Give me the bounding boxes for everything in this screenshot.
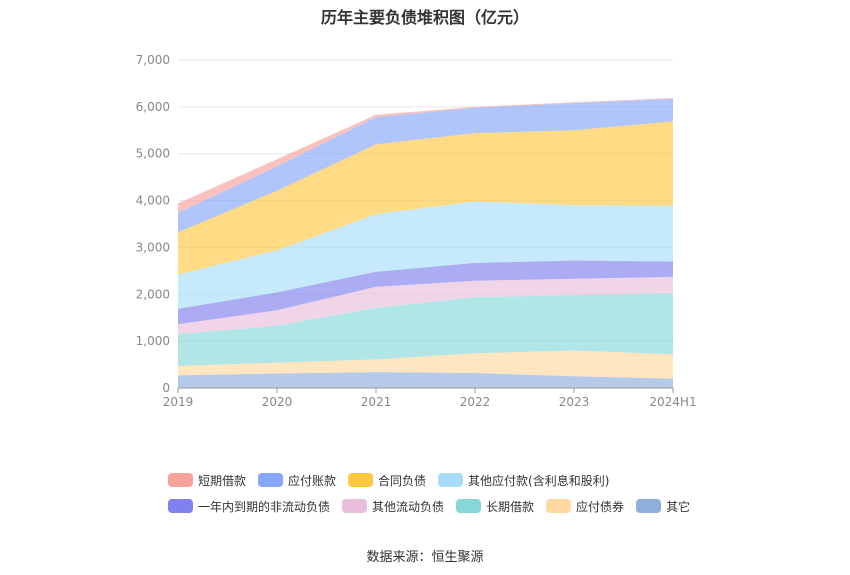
legend-label: 一年内到期的非流动负债 — [198, 499, 331, 514]
chart-title: 历年主要负债堆积图（亿元） — [320, 8, 529, 27]
y-tick-label: 4,000 — [136, 194, 170, 208]
area-series — [178, 121, 673, 275]
x-tick-label: 2022 — [460, 395, 491, 409]
x-tick-label: 2019 — [163, 395, 194, 409]
legend-label: 其他流动负债 — [372, 499, 445, 514]
chart-legend: 短期借款 应付账款 合同负债 其他应付款(含利息和股利) 一年内到期的非流动负债 其他流… — [168, 472, 728, 524]
legend-row: 一年内到期的非流动负债 其他流动负债 长期借款 应付债券 其它 — [168, 498, 728, 514]
legend-swatch — [168, 499, 193, 513]
legend-swatch — [348, 473, 374, 487]
x-tick-label: 2023 — [559, 395, 590, 409]
y-tick-label: 5,000 — [136, 147, 170, 161]
legend-row: 短期借款 应付账款 合同负债 其他应付款(含利息和股利) — [168, 472, 728, 488]
legend-swatch — [546, 499, 572, 513]
legend-item[interactable]: 其它 — [636, 498, 690, 515]
area-series — [178, 98, 673, 233]
legend-label: 长期借款 — [486, 499, 535, 514]
legend-label: 应付债券 — [576, 499, 625, 514]
legend-item[interactable]: 应付账款 — [258, 472, 336, 489]
legend-item[interactable]: 其他流动负债 — [342, 498, 444, 515]
y-tick-label: 0 — [162, 381, 170, 395]
legend-swatch — [342, 499, 368, 513]
area-series — [178, 350, 673, 379]
y-tick-label: 6,000 — [136, 100, 170, 114]
legend-item[interactable]: 其他应付款(含利息和股利) — [438, 472, 609, 489]
x-tick-label: 2020 — [262, 395, 293, 409]
y-tick-label: 2,000 — [136, 287, 170, 301]
legend-item[interactable]: 短期借款 — [168, 472, 246, 489]
area-series — [178, 201, 673, 309]
x-tick-label: 2024H1 — [649, 395, 696, 409]
legend-label: 短期借款 — [198, 473, 247, 488]
x-tick-label: 2021 — [361, 395, 392, 409]
legend-item[interactable]: 一年内到期的非流动负债 — [168, 498, 330, 515]
legend-swatch — [438, 473, 464, 487]
area-series — [178, 276, 673, 335]
stacked-area-chart: 0 1,000 2,000 3,000 4,000 5,000 6,000 7,000 2019… — [136, 53, 697, 409]
legend-label: 合同负债 — [378, 473, 427, 488]
area-series — [178, 293, 673, 366]
legend-swatch — [636, 499, 662, 513]
legend-item[interactable]: 合同负债 — [348, 472, 426, 489]
data-source: 数据来源：恒生聚源 — [366, 550, 484, 565]
legend-label: 应付账款 — [288, 473, 337, 488]
legend-swatch — [456, 499, 482, 513]
y-tick-label: 3,000 — [136, 240, 170, 254]
legend-item[interactable]: 应付债券 — [546, 498, 624, 515]
y-tick-label: 7,000 — [136, 53, 170, 67]
legend-item[interactable]: 长期借款 — [456, 498, 534, 515]
legend-label: 其他应付款(含利息和股利) — [468, 473, 610, 488]
y-tick-label: 1,000 — [136, 334, 170, 348]
area-series — [178, 372, 673, 388]
legend-label: 其它 — [666, 499, 691, 514]
area-series — [178, 260, 673, 325]
legend-swatch — [258, 473, 284, 487]
legend-swatch — [168, 473, 193, 487]
